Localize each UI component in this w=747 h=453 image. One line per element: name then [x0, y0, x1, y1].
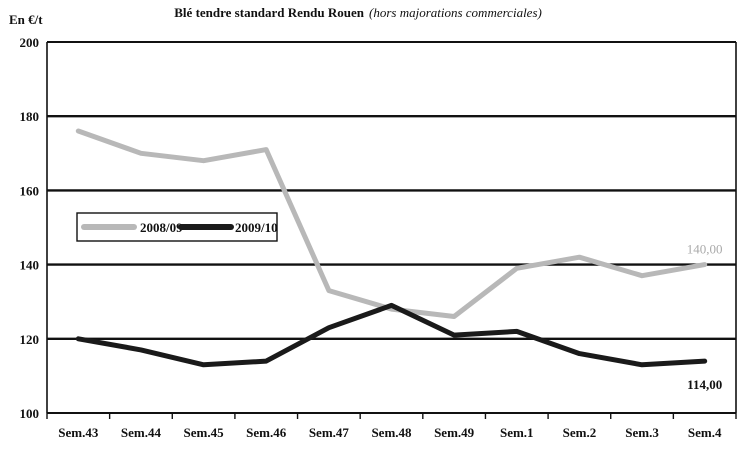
end-label-0: 140,00: [687, 242, 723, 257]
legend-label-1: 2009/10: [235, 220, 278, 235]
x-tick-label: Sem.1: [500, 425, 534, 440]
series-line-1: [75, 302, 708, 368]
y-tick-label: 120: [20, 332, 40, 347]
y-tick-label: 100: [20, 406, 40, 421]
y-tick-label: 140: [20, 258, 40, 273]
gridlines: [46, 41, 737, 413]
x-axis: Sem.43 Sem.44 Sem.45 Sem.46 Sem.47 Sem.48 Sem.…: [46, 412, 737, 440]
x-tick-label: Sem.47: [309, 425, 350, 440]
y-tick-label: 180: [20, 109, 40, 124]
end-labels: 140,00 114,00: [687, 242, 723, 392]
legend-label-0: 2008/09: [140, 220, 183, 235]
chart-title: Blé tendre standard Rendu Rouen: [174, 5, 365, 20]
x-tick-label: Sem.49: [434, 425, 475, 440]
x-tick-label: Sem.46: [246, 425, 287, 440]
y-axis-ticks: 100 120 140 160 180 200: [20, 35, 40, 421]
series-line-0: [75, 128, 708, 319]
x-tick-label: Sem.3: [625, 425, 659, 440]
x-tick-label: Sem.2: [563, 425, 597, 440]
chart-subtitle: (hors majorations commerciales): [369, 5, 542, 20]
y-tick-label: 200: [20, 35, 40, 50]
end-label-1: 114,00: [687, 377, 722, 392]
legend: 2008/09 2009/10: [76, 212, 278, 242]
x-tick-label: Sem.43: [58, 425, 99, 440]
y-tick-label: 160: [20, 183, 40, 198]
series-lines: [75, 128, 708, 368]
x-tick-label: Sem.44: [121, 425, 162, 440]
y-axis-label: En €/t: [9, 12, 43, 27]
x-tick-label: Sem.4: [688, 425, 722, 440]
x-tick-label: Sem.48: [371, 425, 412, 440]
x-tick-label: Sem.45: [184, 425, 225, 440]
